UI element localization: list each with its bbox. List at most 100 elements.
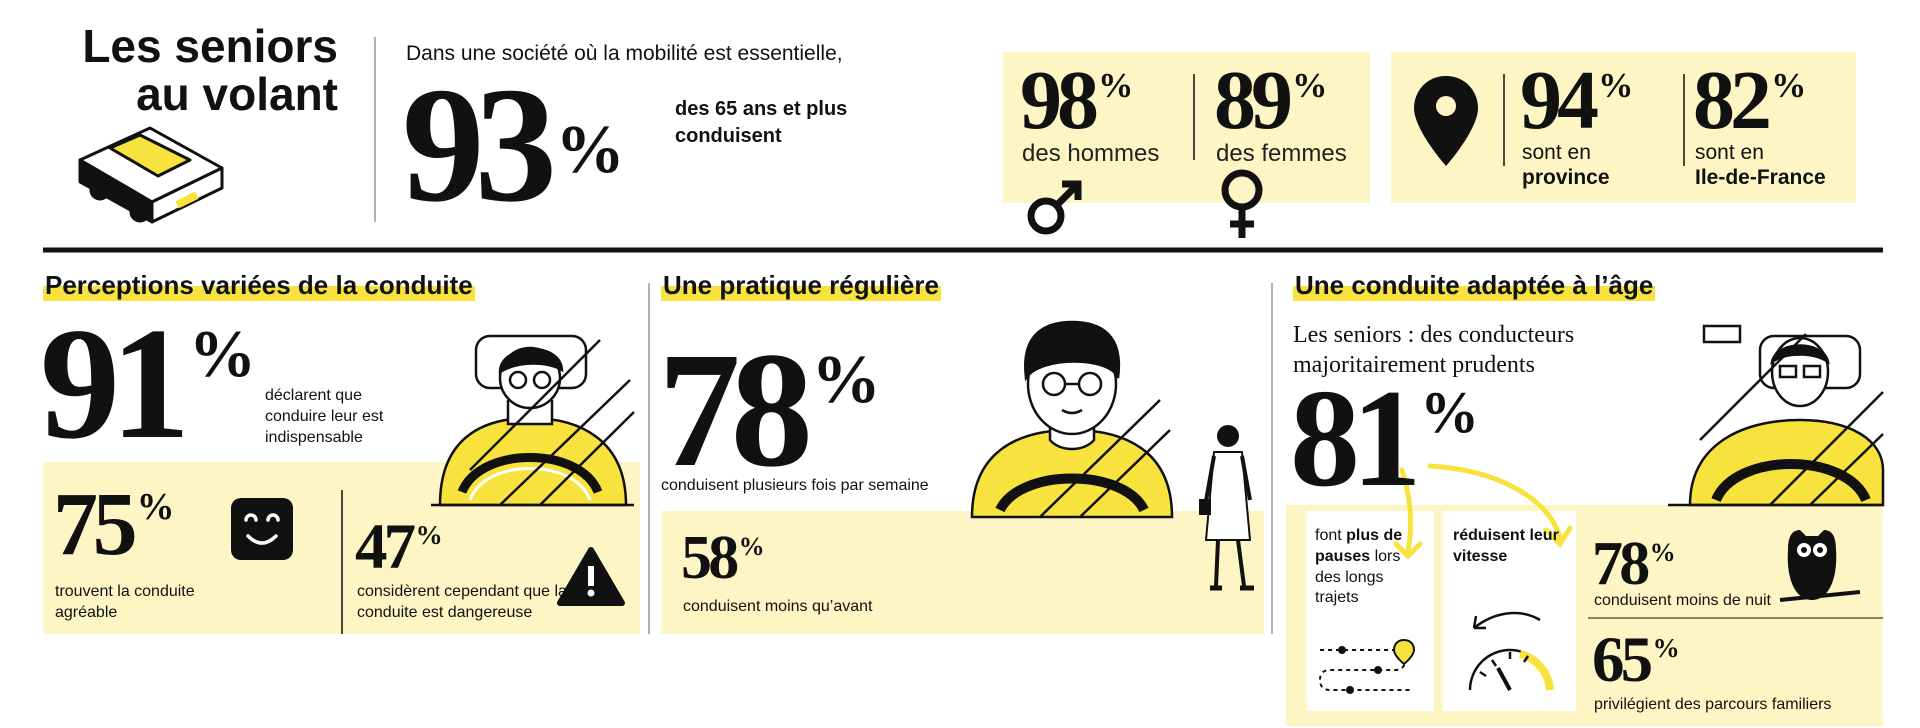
elderly-woman-part (1214, 539, 1246, 587)
car-icon-part (129, 201, 151, 223)
speedometer-icon-part (1479, 652, 1530, 678)
driver-illustration-part (468, 467, 592, 501)
stat-label: sont en Ile-de-France (1695, 140, 1826, 190)
male-symbol-part (1054, 180, 1082, 208)
smiley-icon-part (231, 498, 293, 560)
stat: 81% (1290, 369, 1479, 509)
car-icon-part (150, 166, 224, 224)
female-symbol (1221, 169, 1263, 238)
gender-stat: 98% (1020, 59, 1133, 143)
owl-icon-part (1817, 547, 1823, 553)
stat-value: 78 (658, 318, 813, 501)
speedometer-icon (1468, 611, 1554, 691)
page-title: Les seniors au volant (82, 20, 338, 121)
card (1307, 511, 1434, 711)
stat-unit: % (1598, 65, 1634, 105)
driver-illustration-part (1699, 333, 1884, 506)
arrows-part (1543, 525, 1573, 548)
main-stat: 93% (402, 62, 625, 227)
stat-box (1003, 52, 1370, 203)
stat-unit: % (1649, 537, 1676, 567)
stat-value: 78 (1592, 530, 1650, 598)
pin-icon-part (1436, 96, 1456, 116)
owl-icon (1779, 530, 1861, 602)
stat-label: des 65 ans et plus conduisent (675, 98, 848, 147)
female-symbol-part (1230, 207, 1254, 238)
driver-illustration (431, 334, 635, 507)
section-title: Une conduite adaptée à l’âge (1293, 270, 1656, 302)
arrows (1393, 463, 1573, 560)
behavior: réduisent leur vitesse (1453, 526, 1563, 568)
stat-value: 94 (1520, 54, 1599, 147)
pin-icon (1414, 76, 1478, 166)
region-stat: 82% (1693, 59, 1806, 143)
elderly-woman-part (1199, 499, 1211, 515)
section-title: Perceptions variées de la conduite (43, 270, 475, 302)
elderly-woman (1199, 425, 1254, 591)
stat: 75% (53, 480, 175, 570)
route-icon-part (1346, 686, 1354, 694)
speedometer-icon-part (1472, 611, 1541, 630)
car-icon-part (108, 133, 192, 178)
driver-illustration-part (457, 453, 603, 495)
label-bold: Ile-de-France (1695, 166, 1826, 189)
stat-unit: % (811, 340, 881, 418)
stat-unit: % (738, 531, 765, 561)
stat: 91% (40, 303, 256, 463)
warning-icon (557, 547, 625, 606)
stat-unit: % (555, 109, 625, 187)
driver-illustration-part (1023, 320, 1121, 382)
stat: 78% (1592, 533, 1676, 595)
stat-value: 47 (355, 511, 416, 583)
smiley-icon-part (244, 513, 280, 545)
behavior-bold: plus de pauses (1315, 527, 1403, 565)
car-icon (78, 126, 224, 224)
stat-label: sont en province (1522, 140, 1610, 190)
label-text: sont en (1695, 141, 1764, 164)
stat-unit: % (188, 315, 257, 391)
car-icon-part (89, 179, 111, 201)
stat-label: déclarent que conduire leur est indispen… (265, 387, 384, 446)
stat-unit: % (1292, 65, 1328, 105)
stat-label: des hommes (1022, 140, 1160, 167)
route-icon (1318, 638, 1416, 694)
male-symbol (1027, 180, 1082, 235)
driver-illustration-part (469, 339, 635, 506)
stat-label: trouvent la conduite agréable (55, 583, 195, 621)
driver-illustration (970, 320, 1174, 519)
elderly-woman-part (1217, 425, 1239, 447)
arrows-part (1427, 463, 1563, 541)
behavior: font plus de pauses lors des longs traje… (1315, 526, 1427, 609)
region-stat: 94% (1520, 59, 1633, 143)
route-icon-part (1374, 666, 1382, 674)
arrows-part (1393, 541, 1423, 560)
stat-label: des femmes (1216, 140, 1347, 167)
behavior-bold: réduisent leur vitesse (1453, 527, 1559, 565)
stat-value: 93 (402, 53, 557, 236)
stat-unit: % (415, 519, 443, 550)
stat-value: 58 (681, 524, 739, 592)
stat: 78% (658, 327, 881, 492)
stat-unit: % (1652, 632, 1680, 663)
stat: 58% (681, 527, 765, 589)
stat-label: privilégient des parcours familiers (1594, 696, 1832, 713)
stat-value: 65 (1592, 624, 1653, 696)
gender-stat: 89% (1214, 59, 1327, 143)
smiley-icon (231, 498, 293, 560)
stat-label: considèrent cependant que la conduite es… (357, 583, 567, 621)
route-icon-part (1392, 638, 1416, 666)
driver-illustration-part (1702, 324, 1742, 344)
driver-illustration-part (532, 370, 552, 390)
pin-icon-part (1414, 76, 1478, 166)
stat: 47% (355, 515, 443, 580)
stat-label: conduisent plusieurs fois par semaine (661, 477, 929, 494)
warning-icon-part (587, 589, 595, 597)
stat: 65% (1592, 628, 1680, 693)
section-subtitle: Les seniors : des conducteurs majoritair… (1293, 322, 1575, 378)
driver-illustration-part (995, 473, 1149, 513)
driver-illustration-part (1802, 364, 1822, 379)
driver-illustration-part (498, 347, 564, 375)
intro: Dans une société où la mobilité est esse… (406, 42, 843, 65)
driver-illustration-part (1061, 382, 1083, 415)
